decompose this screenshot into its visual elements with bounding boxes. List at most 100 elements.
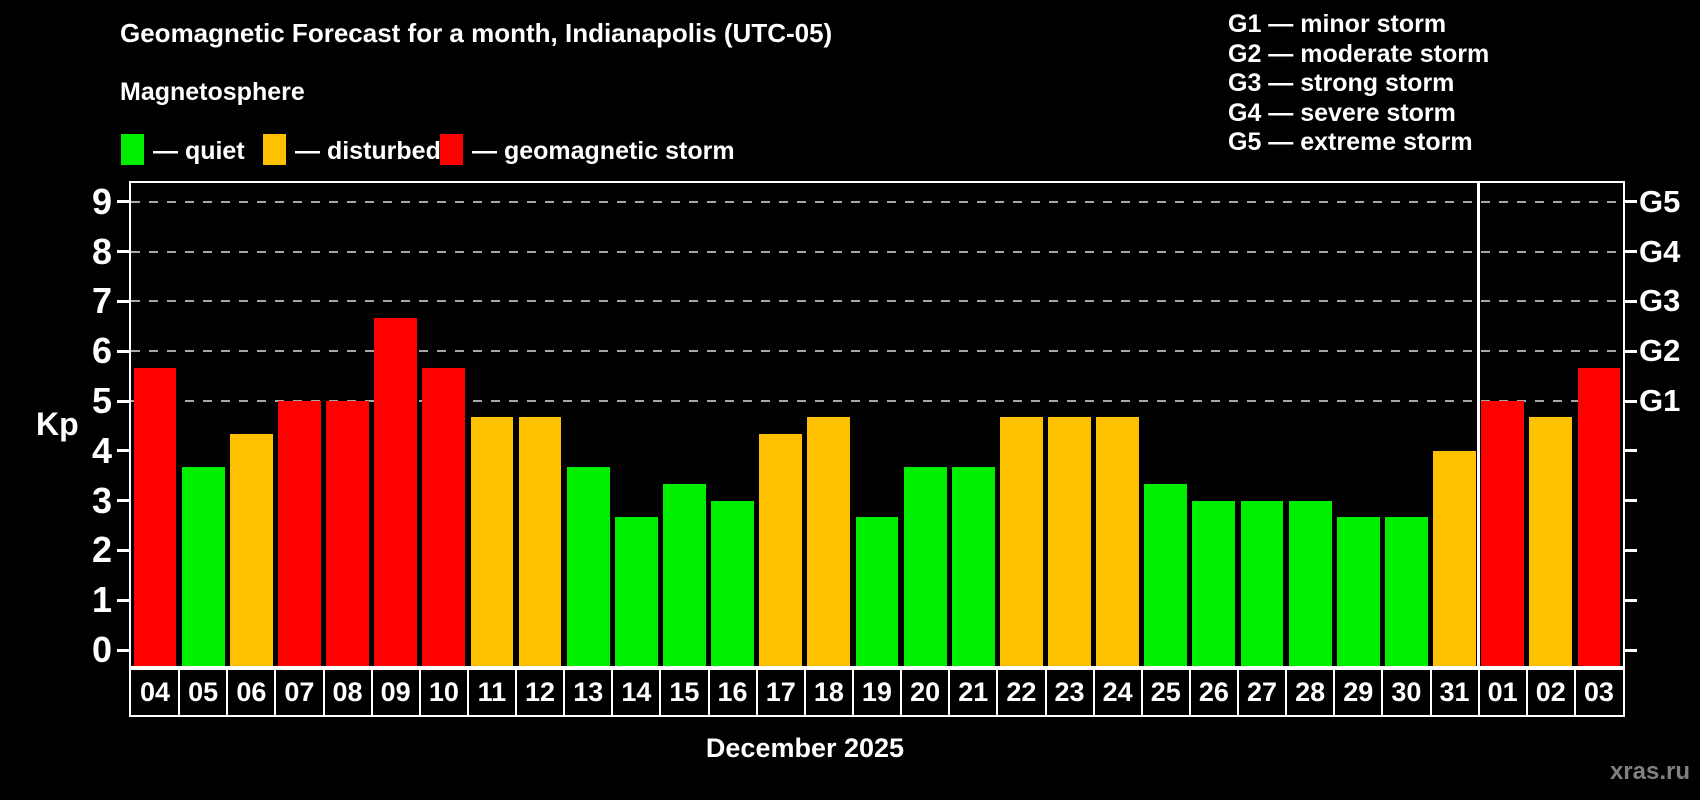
day-label-cell-18: 18: [813, 677, 844, 707]
y-tick-label-0: 0: [91, 629, 112, 670]
day-cell-divider: [1525, 668, 1528, 715]
day-label-cell-30: 30: [1391, 677, 1422, 707]
y-tick-label-3: 3: [91, 479, 112, 521]
storm-scale-legend: G1 — minor storm G2 — moderate storm G3 — …: [1228, 10, 1489, 158]
day-cell-divider: [755, 668, 758, 715]
legend-disturbed-label: — disturbed: [295, 137, 441, 165]
y-axis-tick-right: [1623, 299, 1637, 303]
y-axis-tick-right: [1623, 648, 1637, 652]
day-label-cell-02: 02: [1535, 677, 1566, 707]
right-tick-label-G5: G5: [1639, 183, 1681, 219]
y-axis-tick-left: [117, 499, 131, 503]
day-cell-divider: [1140, 668, 1143, 715]
plot-border: [129, 181, 1625, 670]
day-label-cell-01: 01: [1487, 677, 1518, 707]
bar-day-23: [1048, 417, 1091, 668]
y-tick-label-7: 7: [91, 280, 112, 322]
bar-day-02: [1529, 417, 1573, 668]
day-label-cell-29: 29: [1343, 677, 1374, 707]
gridline-kp5: [131, 400, 1623, 402]
day-cell-divider: [418, 668, 421, 715]
page-title: Geomagnetic Forecast for a month, Indian…: [120, 18, 833, 48]
bar-day-22: [999, 417, 1043, 668]
day-label-cell-04: 04: [140, 677, 171, 707]
bar-day-15: [663, 484, 706, 668]
day-label-cell-10: 10: [428, 677, 459, 707]
y-axis-label: Kp: [36, 406, 79, 442]
legend-disturbed-swatch-icon: [263, 134, 286, 165]
day-label-cell-07: 07: [284, 677, 315, 707]
bar-day-26: [1192, 500, 1236, 668]
bar-day-24: [1096, 417, 1140, 668]
legend-quiet-swatch-icon: [121, 134, 144, 165]
right-tick-label-G2: G2: [1639, 333, 1681, 369]
watermark: xras.ru: [1609, 758, 1690, 785]
day-cell-divider: [611, 668, 614, 715]
day-label-cell-20: 20: [910, 677, 941, 707]
y-axis-tick-right: [1623, 598, 1637, 602]
day-label-cell-21: 21: [958, 677, 989, 707]
y-axis-tick-left: [117, 449, 131, 453]
gridline-kp7: [131, 300, 1623, 303]
right-tick-label-G4: G4: [1639, 233, 1681, 269]
day-cell-divider: [1381, 668, 1384, 715]
y-tick-label-4: 4: [91, 429, 112, 471]
day-label-cell-16: 16: [717, 677, 748, 707]
y-axis-tick-left: [117, 399, 131, 403]
gridline-kp8: [131, 250, 1623, 253]
day-cell-divider: [659, 668, 662, 715]
day-label-cell-13: 13: [573, 677, 604, 707]
bar-day-21: [951, 467, 995, 668]
x-axis-month-label: December 2025: [705, 733, 905, 763]
y-axis-tick-right: [1623, 499, 1637, 503]
day-label-cell-11: 11: [477, 677, 507, 707]
day-cell-divider: [1477, 668, 1480, 715]
day-cell-divider: [466, 668, 469, 715]
day-cell-divider: [178, 668, 181, 715]
bar-day-14: [614, 517, 658, 668]
bar-day-28: [1288, 500, 1332, 668]
bar-day-11: [470, 417, 514, 668]
bar-day-29: [1336, 517, 1380, 668]
bar-day-13: [566, 467, 610, 668]
storm-scale-item: G3 — strong storm: [1228, 69, 1455, 97]
y-axis-tick-right: [1623, 200, 1637, 204]
day-label-cell-25: 25: [1150, 677, 1181, 707]
day-cell-divider: [851, 668, 854, 715]
day-label-cell-09: 09: [380, 677, 411, 707]
day-label-cell-06: 06: [236, 677, 267, 707]
y-axis-tick-left: [117, 648, 131, 652]
storm-scale-item: G1 — minor storm: [1228, 10, 1447, 38]
bar-day-17: [759, 434, 803, 668]
bar-day-31: [1433, 450, 1476, 668]
bar-day-27: [1240, 500, 1284, 668]
day-cell-divider: [707, 668, 710, 715]
day-label-cell-03: 03: [1583, 677, 1614, 707]
day-cell-divider: [274, 668, 277, 715]
day-cell-divider: [1285, 668, 1288, 715]
y-axis-tick-left: [117, 349, 131, 353]
day-cell-divider: [563, 668, 566, 715]
gridline-kp9: [131, 200, 1623, 203]
bar-day-10: [422, 367, 466, 668]
day-cell-divider: [996, 668, 999, 715]
y-axis-tick-left: [117, 250, 131, 254]
bar-day-16: [711, 500, 754, 668]
bar-day-06: [229, 434, 273, 668]
storm-scale-item: G4 — severe storm: [1228, 98, 1456, 127]
day-cell-divider: [1429, 668, 1432, 715]
day-cell-divider: [1044, 668, 1047, 715]
day-label-cell-17: 17: [765, 677, 796, 707]
y-axis-tick-right: [1623, 399, 1637, 403]
day-cell-divider: [900, 668, 903, 715]
y-tick-label-8: 8: [91, 230, 112, 272]
day-label-cell-08: 08: [332, 677, 363, 707]
y-tick-label-5: 5: [91, 380, 112, 421]
day-cell-divider: [1333, 668, 1336, 715]
day-label-cell-15: 15: [669, 677, 700, 707]
day-label-cell-23: 23: [1054, 677, 1085, 707]
day-cell-divider: [1188, 668, 1191, 715]
day-label-cell-05: 05: [188, 677, 219, 707]
day-cell-divider: [322, 668, 325, 715]
day-cell-divider: [370, 668, 373, 715]
